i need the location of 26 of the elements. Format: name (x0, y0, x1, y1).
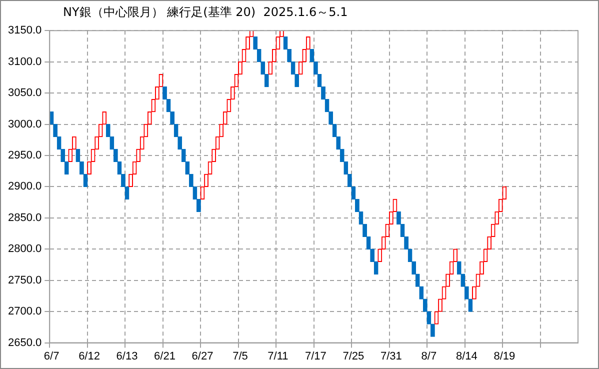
y-tick-label: 2800.0 (8, 243, 42, 256)
x-tick-label: 7/11 (268, 350, 288, 362)
x-tick-label: 7/31 (380, 350, 402, 362)
y-tick-label: 3150.0 (8, 24, 42, 37)
x-tick-label: 8/19 (494, 350, 516, 362)
y-tick-label: 2850.0 (8, 212, 42, 224)
y-tick-label: 3100.0 (8, 56, 42, 68)
y-tick-label: 2950.0 (8, 150, 42, 162)
y-tick-label: 2700.0 (8, 306, 42, 318)
x-tick-label: 7/5 (232, 350, 248, 362)
x-tick-label: 6/13 (116, 350, 138, 362)
x-tick-label: 6/7 (44, 350, 60, 362)
x-tick-label: 6/27 (192, 350, 214, 362)
x-tick-label: 6/21 (154, 350, 176, 362)
y-tick-label: 2750.0 (8, 274, 42, 286)
bar (468, 298, 473, 312)
y-tick-label: 3000.0 (8, 118, 42, 130)
y-tick-label: 3050.0 (8, 87, 42, 100)
x-tick-label: 6/12 (78, 350, 100, 362)
chart-title: NY銀（中心限月） 練行足(基準 20) 2025.1.6～5.1 (63, 4, 348, 21)
y-tick-label: 2900.0 (8, 180, 42, 193)
x-tick-label: 8/14 (456, 350, 478, 362)
x-tick-label: 7/25 (342, 350, 364, 362)
x-tick-label: 8/7 (421, 350, 437, 362)
y-tick-label: 2650.0 (8, 336, 42, 349)
x-tick-label: 7/17 (305, 350, 326, 362)
